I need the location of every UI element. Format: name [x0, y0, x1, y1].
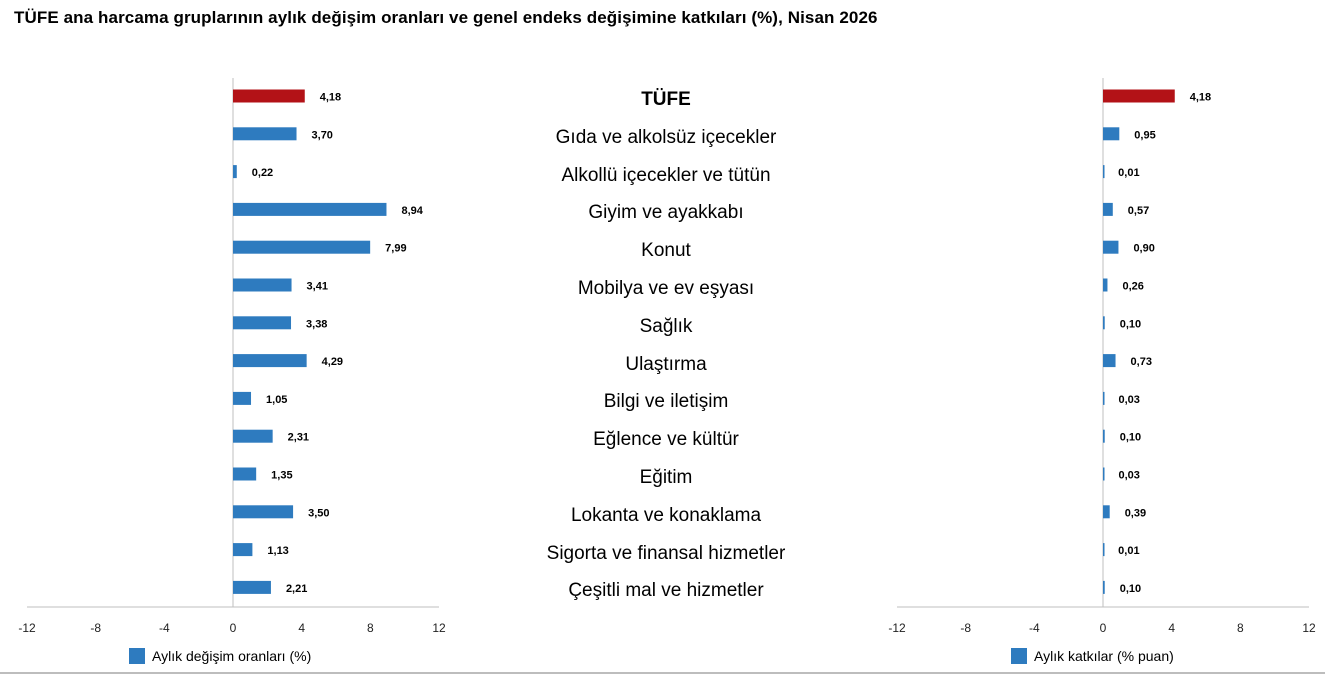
data-label: 0,95: [1134, 129, 1155, 141]
data-label: 4,18: [320, 92, 341, 104]
data-label: 7,99: [385, 243, 406, 255]
x-tick-label: 8: [367, 621, 374, 635]
legend-label-contribution: Aylık katkılar (% puan): [1034, 648, 1174, 664]
category-label: Çeşitli mal ve hizmetler: [568, 580, 764, 602]
bar: [233, 391, 252, 405]
bar: [1103, 467, 1105, 481]
bar: [233, 505, 294, 519]
category-label: TÜFE: [641, 89, 691, 110]
x-tick-label: 4: [1168, 621, 1175, 635]
data-label: 2,31: [288, 432, 309, 444]
bar: [233, 202, 387, 216]
bar: [1103, 202, 1113, 216]
chart-panel-contribution: -12 -8 -4 0 4 8 12 4,18 0,95 0,01 0,57 0,90 0,26 0,10…: [888, 78, 1316, 635]
bar: [1103, 278, 1108, 292]
legend-monthly-change: Aylık değişim oranları (%): [129, 648, 311, 664]
data-label: 0,01: [1118, 545, 1139, 557]
data-label: 0,73: [1131, 356, 1152, 368]
bar: [233, 429, 273, 443]
data-label: 3,50: [308, 507, 329, 519]
bar: [1103, 505, 1110, 519]
legend-label-monthly-change: Aylık değişim oranları (%): [152, 648, 312, 664]
bar: [233, 165, 237, 179]
data-label: 0,10: [1120, 583, 1141, 595]
data-label: 0,10: [1120, 318, 1141, 330]
legend-swatch-contribution: [1011, 648, 1027, 664]
x-tick-label: -8: [960, 621, 971, 635]
bar: [1103, 354, 1116, 368]
data-label: 3,70: [312, 129, 333, 141]
bar: [233, 316, 292, 330]
data-label: 1,35: [271, 470, 292, 482]
data-label: 3,41: [307, 281, 328, 293]
bar: [1103, 165, 1105, 179]
bar: [233, 354, 307, 368]
category-label: Eğlence ve kültür: [593, 429, 739, 451]
legend-swatch-monthly-change: [129, 648, 145, 664]
x-tick-label: -8: [90, 621, 101, 635]
category-label: Gıda ve alkolsüz içecekler: [555, 126, 777, 148]
data-label: 1,05: [266, 394, 287, 406]
legend-contribution: Aylık katkılar (% puan): [1011, 648, 1174, 664]
x-tick-label: -12: [888, 621, 906, 635]
bar: [233, 240, 371, 254]
x-tick-label: 8: [1237, 621, 1244, 635]
bar: [1103, 429, 1105, 443]
bar: [1103, 543, 1105, 557]
bar: [233, 278, 292, 292]
data-label: 4,18: [1190, 92, 1211, 104]
bar: [1103, 391, 1105, 405]
data-label: 0,22: [252, 167, 273, 179]
x-tick-label: 12: [432, 621, 446, 635]
bar: [233, 580, 271, 594]
data-label: 0,39: [1125, 507, 1146, 519]
bar: [1103, 240, 1119, 254]
x-tick-label: 4: [298, 621, 305, 635]
category-label: Eğitim: [639, 467, 693, 488]
data-label: 0,26: [1122, 281, 1143, 293]
bar: [233, 89, 305, 103]
data-label: 0,03: [1119, 470, 1140, 482]
category-label: Mobilya ve ev eşyası: [577, 278, 755, 299]
category-label: Konut: [641, 240, 691, 262]
chart-panel-monthly-change: -12 -8 -4 0 4 8 12 4,18 3,70 0,22 8,94 7,99 3,41 3,38…: [18, 78, 446, 635]
data-label: 3,38: [306, 318, 327, 330]
x-tick-label: 0: [230, 621, 237, 635]
data-label: 4,29: [322, 356, 343, 368]
category-label: Bilgi ve iletişim: [603, 391, 729, 413]
category-label: Giyim ve ayakkabı: [588, 202, 744, 224]
bar: [1103, 580, 1105, 594]
data-label: 8,94: [401, 205, 423, 217]
data-label: 0,03: [1119, 394, 1140, 406]
bar: [1103, 127, 1120, 141]
data-label: 0,57: [1128, 205, 1149, 217]
bar: [233, 543, 253, 557]
category-label: Sağlık: [639, 315, 693, 337]
category-label: Alkollü içecekler ve tütün: [561, 164, 771, 186]
bar: [233, 467, 257, 481]
data-label: 0,01: [1118, 167, 1139, 179]
bar: [1103, 89, 1175, 103]
x-tick-label: 0: [1100, 621, 1107, 635]
x-tick-label: -4: [159, 621, 170, 635]
data-label: 0,10: [1120, 432, 1141, 444]
x-tick-label: -12: [18, 621, 36, 635]
category-label: Ulaştırma: [625, 353, 707, 375]
bar: [233, 127, 297, 141]
category-label: Sigorta ve finansal hizmetler: [546, 542, 786, 564]
x-tick-label: -4: [1029, 621, 1040, 635]
data-label: 2,21: [286, 583, 307, 595]
category-label: Lokanta ve konaklama: [570, 504, 762, 526]
data-label: 0,90: [1133, 243, 1154, 255]
chart-title: TÜFE ana harcama gruplarının aylık değiş…: [14, 8, 878, 27]
bar: [1103, 316, 1105, 330]
data-label: 1,13: [267, 545, 288, 557]
bottom-divider: [0, 672, 1325, 674]
x-tick-label: 12: [1302, 621, 1316, 635]
